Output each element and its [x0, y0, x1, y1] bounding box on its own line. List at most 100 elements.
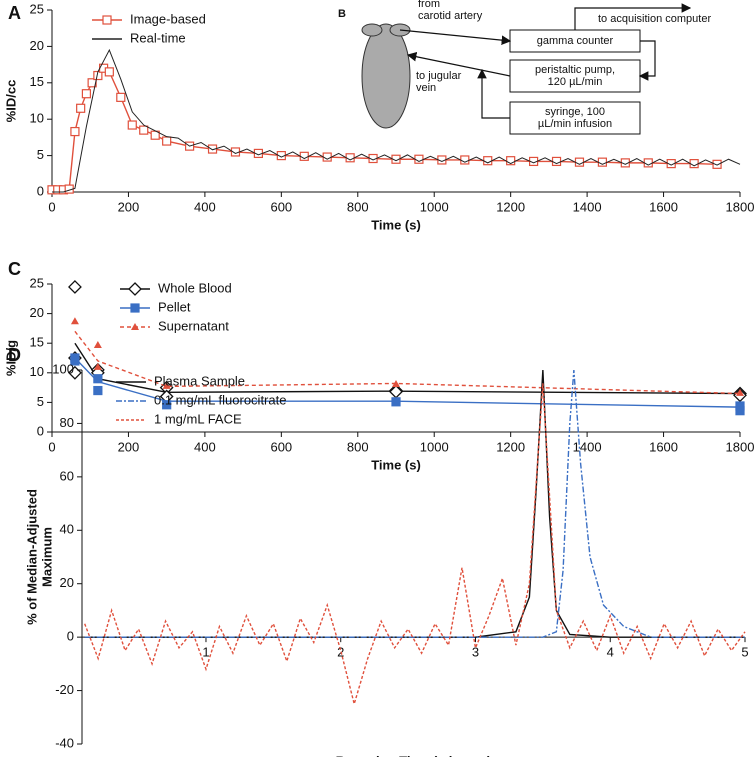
- x-tick-label: 1200: [496, 199, 525, 214]
- x-tick-label: 600: [270, 439, 292, 454]
- x-tick-label: 1000: [420, 199, 449, 214]
- panel-label: B: [338, 8, 346, 20]
- x-tick-label: 4: [607, 645, 614, 660]
- legend-marker: [128, 282, 142, 296]
- legend-marker: [130, 303, 140, 313]
- node-label: to jugular: [416, 70, 462, 82]
- series-line: [84, 383, 746, 707]
- x-tick-label: 200: [118, 439, 140, 454]
- rat-body: [361, 23, 411, 129]
- series-line: [84, 369, 745, 638]
- rat-ear: [361, 23, 383, 37]
- marker: [93, 362, 102, 370]
- arrow: [477, 68, 510, 119]
- x-tick-label: 600: [270, 199, 292, 214]
- node-label: 120 µL/min: [548, 76, 603, 88]
- x-tick-label: 1600: [649, 199, 678, 214]
- y-tick-label: 25: [30, 1, 44, 16]
- marker: [104, 67, 114, 77]
- marker: [392, 380, 400, 388]
- x-tick-label: 1800: [726, 439, 754, 454]
- y-axis-label: % of Median-Adjusted: [24, 489, 39, 625]
- box: [509, 59, 641, 93]
- panel-label: C: [8, 259, 21, 279]
- marker: [70, 126, 80, 137]
- x-tick-label: 800: [347, 199, 369, 214]
- marker: [81, 89, 92, 99]
- marker: [597, 157, 608, 167]
- legend-label: Supernatant: [158, 318, 229, 333]
- marker: [391, 397, 401, 407]
- node-label: to acquisition computer: [598, 13, 711, 25]
- node-label: gamma counter: [537, 35, 614, 47]
- marker: [666, 159, 676, 169]
- y-tick-label: 5: [37, 147, 44, 162]
- y-tick-label: 20: [30, 305, 44, 320]
- x-tick-label: 3: [472, 645, 479, 660]
- marker: [207, 144, 218, 154]
- node-label: peristaltic pump,: [535, 64, 615, 76]
- x-tick-label: 1400: [573, 439, 602, 454]
- x-tick-label: 5: [741, 645, 748, 660]
- marker: [70, 356, 80, 366]
- node-label: vein: [416, 82, 436, 94]
- legend-label: Real-time: [130, 30, 186, 45]
- panel-label: D: [8, 345, 21, 365]
- x-tick-label: 800: [347, 439, 369, 454]
- y-tick-label: 40: [60, 522, 74, 537]
- marker: [574, 157, 585, 167]
- arrow: [399, 29, 512, 45]
- marker: [139, 125, 149, 135]
- legend-label: Whole Blood: [158, 280, 232, 295]
- marker: [76, 103, 86, 113]
- x-tick-label: 1: [202, 645, 209, 660]
- marker: [87, 78, 97, 88]
- legend-marker: [131, 323, 139, 330]
- x-tick-label: 1800: [726, 199, 754, 214]
- x-tick-label: 0: [48, 199, 55, 214]
- y-tick-label: 80: [60, 415, 74, 430]
- marker: [506, 156, 516, 166]
- marker: [551, 156, 562, 167]
- y-tick-label: 15: [30, 335, 44, 350]
- panel-label: A: [8, 3, 21, 23]
- node-label: µL/min infusion: [538, 118, 612, 130]
- legend-label: 0.1 mg/mL fluorocitrate: [154, 392, 286, 407]
- marker: [735, 406, 745, 416]
- y-axis-label: %ID/cc: [3, 80, 18, 123]
- marker: [162, 136, 172, 146]
- y-tick-label: 0: [37, 183, 44, 198]
- y-tick-label: 15: [30, 74, 44, 89]
- node-label: carotid artery: [418, 10, 483, 22]
- x-tick-label: 1000: [420, 439, 449, 454]
- marker: [389, 384, 403, 399]
- y-tick-label: 0: [67, 629, 74, 644]
- y-tick-label: 100: [52, 361, 74, 376]
- marker: [299, 151, 309, 161]
- y-tick-label: -40: [55, 735, 74, 750]
- legend-marker: [102, 15, 112, 25]
- marker: [643, 158, 653, 168]
- series-line: [52, 48, 741, 193]
- legend-label: Pellet: [158, 299, 191, 314]
- marker: [127, 120, 137, 130]
- x-tick-label: 0: [48, 439, 55, 454]
- marker: [93, 385, 103, 396]
- legend-label: Plasma Sample: [154, 373, 245, 388]
- series-line: [84, 369, 745, 638]
- series-line: [74, 330, 741, 395]
- arrow: [406, 51, 511, 77]
- y-tick-label: 25: [30, 275, 44, 290]
- marker: [414, 154, 424, 164]
- y-tick-label: 20: [60, 575, 74, 590]
- x-axis-label: Time (s): [371, 457, 421, 472]
- y-tick-label: 10: [30, 364, 44, 379]
- arrow: [574, 3, 692, 30]
- node-label: syringe, 100: [545, 106, 605, 118]
- marker: [162, 400, 172, 410]
- marker: [460, 155, 470, 165]
- y-axis-label: %ID/g: [3, 340, 18, 376]
- y-tick-label: 0: [37, 423, 44, 438]
